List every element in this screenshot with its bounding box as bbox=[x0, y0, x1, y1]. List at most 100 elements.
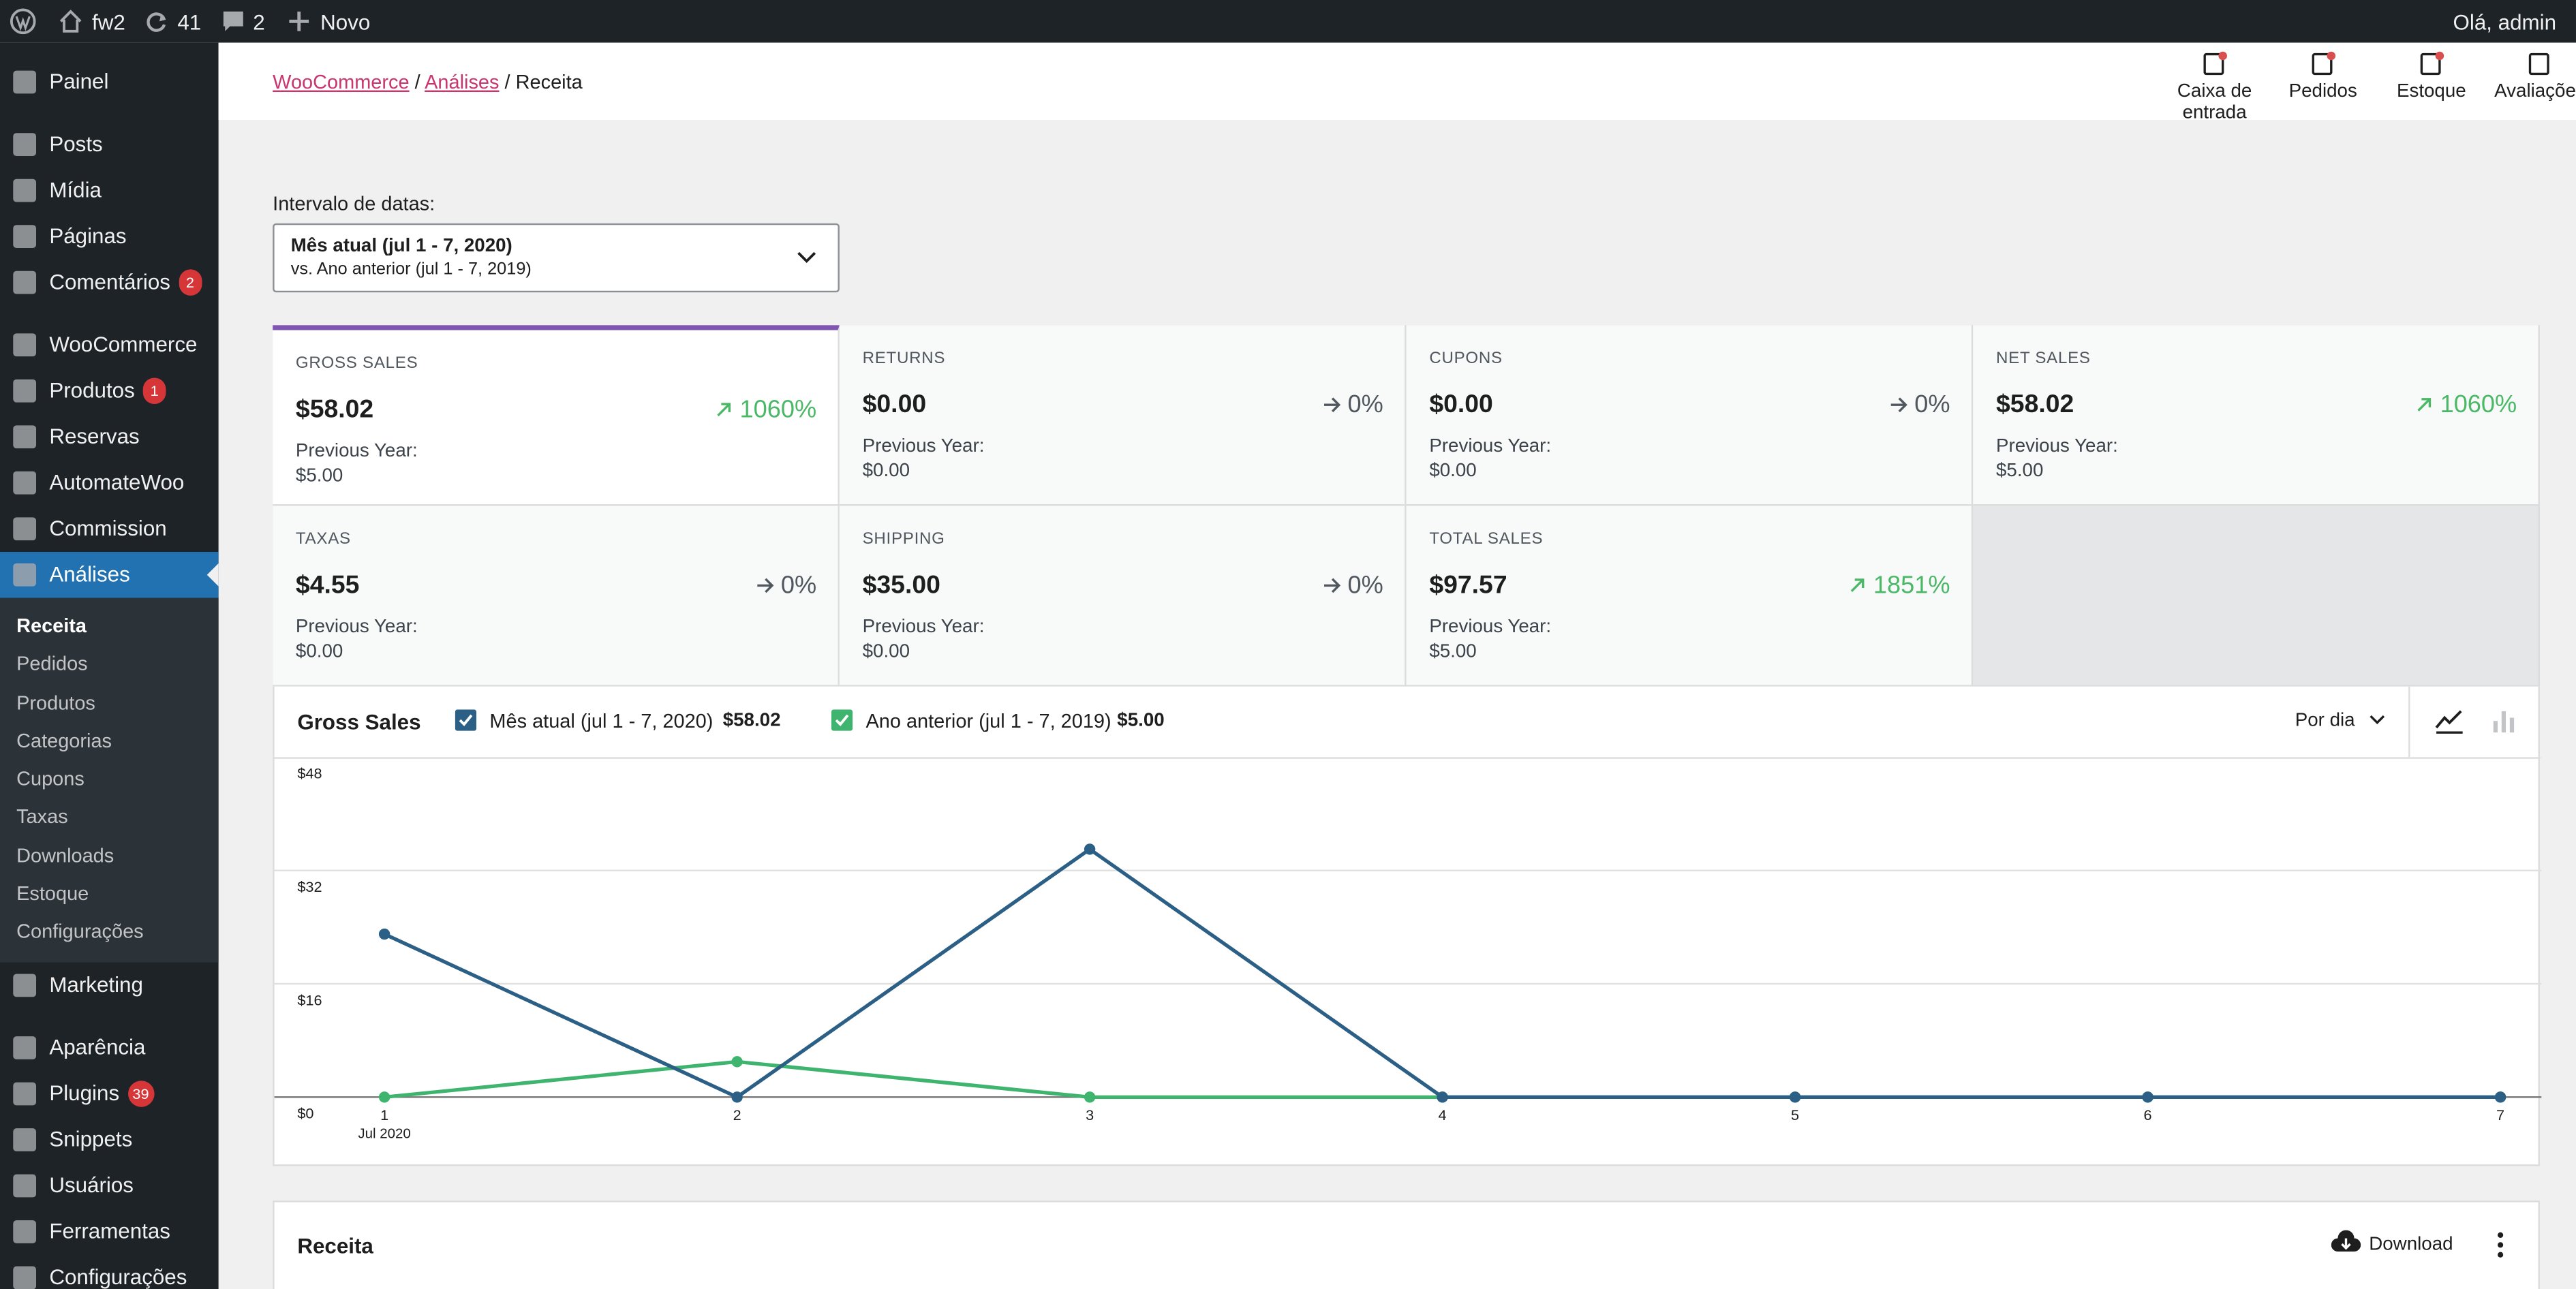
submenu-item[interactable]: Pedidos bbox=[16, 652, 88, 676]
delta-text: 1060% bbox=[739, 395, 817, 424]
menu-icon bbox=[13, 333, 37, 357]
card-value: $0.00 bbox=[862, 390, 927, 419]
menu-icon bbox=[13, 1265, 37, 1289]
card-value: $35.00 bbox=[862, 571, 940, 600]
bar-chart-toggle[interactable] bbox=[2491, 708, 2517, 734]
greeting[interactable]: Olá, admin bbox=[2453, 10, 2557, 35]
menu-item[interactable]: Aparência bbox=[0, 1024, 219, 1070]
x-tick-label: 7 bbox=[2496, 1106, 2504, 1123]
home-icon[interactable] bbox=[59, 10, 82, 33]
date-range-select[interactable]: Mês atual (jul 1 - 7, 2020) vs. Ano ante… bbox=[273, 223, 840, 293]
delta-text: 0% bbox=[780, 571, 817, 600]
menu-item[interactable]: Usuários bbox=[0, 1162, 219, 1208]
data-point bbox=[731, 1091, 743, 1103]
legend-item[interactable]: Ano anterior (jul 1 - 7, 2019) bbox=[831, 709, 1111, 732]
wp-logo[interactable] bbox=[10, 8, 36, 35]
x-tick-label: 1 bbox=[380, 1106, 388, 1123]
menu-icon bbox=[13, 425, 37, 449]
menu-group: Posts Mídia Páginas Comentários 2 bbox=[0, 121, 219, 305]
summary-card[interactable]: CUPONS $0.00 0% Previous Year: $0.00 bbox=[1406, 325, 1974, 506]
menu-item[interactable]: Comentários 2 bbox=[0, 260, 219, 305]
card-label: GROSS SALES bbox=[295, 354, 418, 373]
icon-shape bbox=[2420, 52, 2441, 76]
x-period-label: Jul 2020 bbox=[358, 1126, 410, 1142]
chart-title: Gross Sales bbox=[297, 709, 421, 734]
menu-item[interactable]: Produtos 1 bbox=[0, 368, 219, 414]
menu-item[interactable]: Painel bbox=[0, 59, 219, 105]
menu-item[interactable]: Mídia bbox=[0, 168, 219, 213]
summary-card[interactable]: RETURNS $0.00 0% Previous Year: $0.00 bbox=[839, 325, 1407, 506]
card-delta: 0% bbox=[756, 572, 816, 600]
activity-button[interactable]: Caixa de entrada bbox=[2160, 49, 2269, 125]
trend-icon bbox=[717, 403, 731, 417]
summary-card[interactable]: TAXAS $4.55 0% Previous Year: $0.00 bbox=[273, 506, 840, 687]
date-range-current: Mês atual (jul 1 - 7, 2020) bbox=[290, 236, 512, 257]
activity-button[interactable]: Estoque bbox=[2377, 49, 2485, 104]
menu-item[interactable]: Marketing bbox=[0, 962, 219, 1008]
data-point bbox=[1437, 1091, 1448, 1103]
legend-item[interactable]: Mês atual (jul 1 - 7, 2020) bbox=[455, 709, 713, 732]
previous-label: Previous Year: bbox=[1996, 437, 2118, 457]
activity-button[interactable]: Pedidos bbox=[2269, 49, 2377, 104]
menu-label: Aparência bbox=[49, 1034, 146, 1059]
summary-card[interactable]: SHIPPING $35.00 0% Previous Year: $0.00 bbox=[839, 506, 1407, 687]
plus-icon[interactable] bbox=[289, 11, 309, 31]
submenu-item[interactable]: Produtos bbox=[16, 690, 95, 714]
interval-select[interactable]: Por dia bbox=[2295, 711, 2385, 731]
menu-item[interactable]: Páginas bbox=[0, 213, 219, 259]
comments-icon[interactable] bbox=[221, 10, 245, 33]
menu-item[interactable]: Análises bbox=[0, 551, 219, 598]
x-tick-label: 5 bbox=[1791, 1106, 1799, 1123]
submenu-item[interactable]: Receita bbox=[16, 614, 87, 638]
site-name[interactable]: fw2 bbox=[91, 10, 125, 35]
summary-card[interactable]: NET SALES $58.02 1060% Previous Year: $5.00 bbox=[1973, 325, 2540, 506]
menu-icon bbox=[13, 1173, 37, 1197]
delta-text: 1851% bbox=[1873, 571, 1950, 600]
submenu-item[interactable]: Taxas bbox=[16, 805, 68, 829]
menu-item[interactable]: Plugins 39 bbox=[0, 1070, 219, 1116]
menu-item[interactable]: WooCommerce bbox=[0, 322, 219, 367]
trend-icon bbox=[1891, 397, 1908, 413]
summary-card[interactable]: TOTAL SALES $97.57 1851% Previous Year: $5.0… bbox=[1406, 506, 1974, 687]
submenu-item[interactable]: Estoque bbox=[16, 882, 89, 905]
checkmark bbox=[459, 714, 473, 726]
delta-text: 1060% bbox=[2440, 390, 2517, 419]
breadcrumb-link[interactable]: WooCommerce bbox=[273, 70, 410, 94]
breadcrumb-link[interactable]: Análises bbox=[425, 70, 500, 94]
menu-item[interactable]: Commission bbox=[0, 506, 219, 551]
submenu-item[interactable]: Cupons bbox=[16, 767, 85, 791]
menu-item[interactable]: Ferramentas bbox=[0, 1208, 219, 1254]
menu-item[interactable]: Configurações bbox=[0, 1254, 219, 1289]
menu-item[interactable]: Snippets bbox=[0, 1116, 219, 1162]
menu-item[interactable]: AutomateWoo bbox=[0, 460, 219, 506]
activity-label: Avaliações bbox=[2494, 82, 2576, 102]
chart-panel: Gross Sales Por dia Mês atual (jul 1 - 7… bbox=[273, 686, 2542, 1166]
submenu-item[interactable]: Downloads bbox=[16, 843, 114, 867]
menu-label: Snippets bbox=[49, 1125, 133, 1151]
activity-button[interactable]: Avaliações bbox=[2485, 49, 2576, 104]
updates-icon[interactable] bbox=[144, 10, 168, 33]
menu-item[interactable]: Posts bbox=[0, 121, 219, 167]
trend-arrow bbox=[1324, 397, 1341, 413]
menu-item[interactable]: Reservas bbox=[0, 414, 219, 459]
submenu-item[interactable]: Categorias bbox=[16, 729, 112, 752]
more-menu[interactable] bbox=[2496, 1232, 2505, 1258]
summary-card[interactable]: GROSS SALES $58.02 1060% Previous Year: $5.0… bbox=[273, 325, 840, 506]
menu-label: Produtos bbox=[49, 377, 135, 403]
card-delta: 1060% bbox=[2415, 391, 2517, 419]
notification-dot bbox=[2435, 51, 2444, 61]
data-point bbox=[1084, 1091, 1096, 1103]
trend-icon bbox=[758, 578, 775, 593]
new-link[interactable]: Novo bbox=[320, 10, 371, 35]
submenu: Receita Pedidos Produtos Categorias Cupons Ta… bbox=[0, 597, 219, 962]
updates-count[interactable]: 41 bbox=[177, 10, 202, 35]
date-range-compare: vs. Ano anterior (jul 1 - 7, 2019) bbox=[290, 259, 532, 279]
divider bbox=[2408, 686, 2410, 758]
icon-shape bbox=[2312, 52, 2333, 76]
comments-count[interactable]: 2 bbox=[253, 10, 265, 35]
line-chart-toggle[interactable] bbox=[2435, 708, 2464, 734]
x-tick-label: 3 bbox=[1086, 1106, 1094, 1123]
download-button[interactable]: Download bbox=[2331, 1230, 2453, 1255]
submenu-item[interactable]: Configurações bbox=[16, 920, 144, 944]
